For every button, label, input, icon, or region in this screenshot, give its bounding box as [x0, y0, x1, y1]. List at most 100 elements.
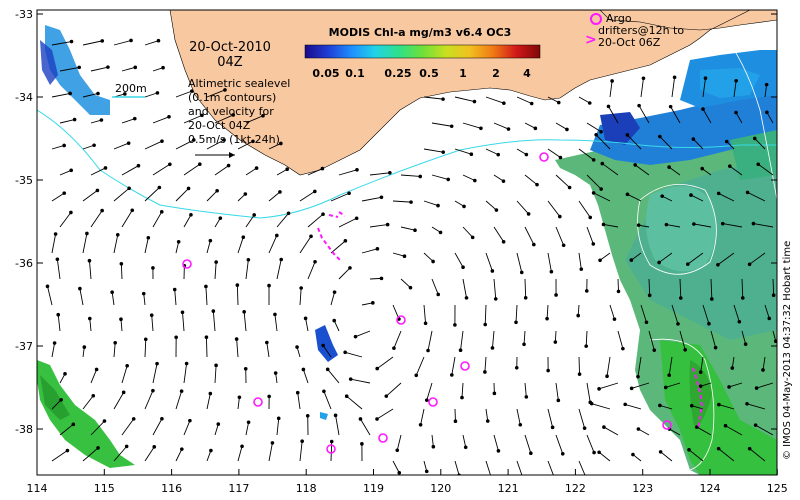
velocity-arrow-head [192, 138, 196, 142]
velocity-arrow [113, 234, 119, 254]
velocity-arrow-head [174, 335, 178, 340]
velocity-arrow [454, 148, 472, 155]
velocity-arrow-head [691, 137, 696, 141]
velocity-arrow-head [431, 444, 436, 449]
velocity-arrow-head [431, 259, 435, 264]
velocity-arrow [144, 140, 163, 150]
velocity-arrow [555, 434, 564, 454]
velocity-arrow [376, 356, 394, 369]
velocity-arrow [338, 217, 357, 228]
velocity-arrow-head [204, 284, 208, 289]
velocity-arrow-head [692, 222, 696, 226]
velocity-arrow [51, 342, 56, 358]
velocity-arrow-head [524, 395, 529, 399]
velocity-arrow [423, 96, 444, 100]
velocity-arrow-head [124, 444, 129, 449]
velocity-arrow [276, 418, 280, 436]
velocity-arrow-head [197, 162, 202, 167]
velocity-arrow [113, 342, 116, 358]
velocity-arrow-head [143, 337, 148, 342]
velocity-arrow-head [408, 285, 413, 290]
velocity-arrow [586, 226, 594, 245]
velocity-arrow-head [436, 292, 441, 297]
velocity-arrow [717, 252, 735, 266]
velocity-arrow-head [518, 422, 523, 427]
velocity-arrow-head [658, 403, 662, 408]
velocity-arrow [245, 422, 250, 436]
velocity-arrow-head [602, 425, 606, 429]
velocity-arrow [627, 193, 642, 202]
velocity-arrow-head [379, 276, 384, 281]
velocity-arrow-head [490, 346, 495, 350]
velocity-arrow [385, 382, 402, 397]
velocity-arrow [369, 277, 382, 280]
velocity-arrow [729, 165, 743, 176]
velocity-arrow-head [305, 413, 310, 418]
velocity-arrow [617, 278, 619, 292]
velocity-arrow [144, 339, 147, 358]
velocity-arrow [485, 408, 489, 422]
velocity-arrow-head [519, 270, 524, 275]
velocity-arrow [236, 339, 239, 358]
velocity-arrow [757, 163, 774, 176]
velocity-arrow [82, 144, 95, 150]
velocity-arrow [749, 448, 766, 462]
velocity-arrow-head [216, 422, 221, 426]
velocity-arrow [59, 66, 80, 72]
velocity-arrow-head [506, 127, 511, 131]
velocity-arrow-head [523, 295, 528, 300]
argo-drifter [396, 315, 406, 325]
velocity-arrow [687, 252, 704, 265]
velocity-arrow-head [625, 133, 630, 137]
velocity-arrow-head [529, 101, 534, 106]
velocity-arrow [346, 395, 363, 410]
velocity-arrow [333, 320, 340, 332]
velocity-arrow [56, 259, 61, 280]
velocity-arrow-head [414, 373, 419, 378]
velocity-arrow-head [344, 394, 349, 399]
velocity-arrow [666, 224, 681, 228]
velocity-arrow-head [303, 316, 308, 321]
velocity-arrow-head [69, 168, 73, 173]
velocity-arrow-head [254, 166, 259, 170]
velocity-arrow [756, 382, 774, 389]
velocity-arrow-head [301, 367, 306, 372]
velocity-arrow [268, 143, 282, 150]
velocity-arrow [206, 240, 211, 254]
velocity-arrow-head [565, 127, 569, 132]
velocity-arrow [764, 304, 770, 319]
velocity-arrow-head [234, 337, 239, 341]
velocity-arrow [121, 118, 135, 124]
velocity-arrow-head [494, 208, 499, 212]
velocity-arrow-head [483, 370, 487, 374]
velocity-arrow-head [273, 371, 278, 375]
velocity-arrow-head [353, 334, 358, 339]
velocity-arrow [593, 192, 611, 202]
velocity-arrow-head [560, 452, 565, 456]
velocity-arrow-head [125, 363, 129, 368]
velocity-arrow-head [535, 182, 539, 187]
velocity-arrow-head [483, 322, 488, 327]
velocity-arrow-head [472, 99, 477, 104]
velocity-arrow-head [561, 243, 566, 248]
velocity-arrow-head [514, 365, 519, 370]
velocity-arrow-head [567, 185, 572, 190]
velocity-arrow-head [610, 79, 614, 83]
velocity-arrow-head [261, 113, 265, 118]
velocity-arrow [749, 252, 766, 265]
velocity-arrow-head [388, 170, 392, 175]
velocity-arrow-head [710, 297, 714, 301]
velocity-arrow-head [214, 260, 218, 264]
velocity-arrow [764, 84, 768, 98]
velocity-arrow-head [577, 372, 582, 376]
velocity-arrow [516, 460, 523, 475]
velocity-arrow [602, 163, 619, 176]
velocity-arrow-head [188, 418, 192, 423]
velocity-arrow [268, 442, 273, 462]
velocity-arrow-head [189, 213, 193, 217]
velocity-arrow-head [375, 247, 380, 251]
x-axis: 114 115 116 117 118 119 120 121 122 123 124 125 [27, 469, 788, 495]
velocity-arrow-head [658, 450, 663, 454]
velocity-arrow-head [501, 179, 506, 183]
velocity-arrow-head [524, 152, 529, 157]
